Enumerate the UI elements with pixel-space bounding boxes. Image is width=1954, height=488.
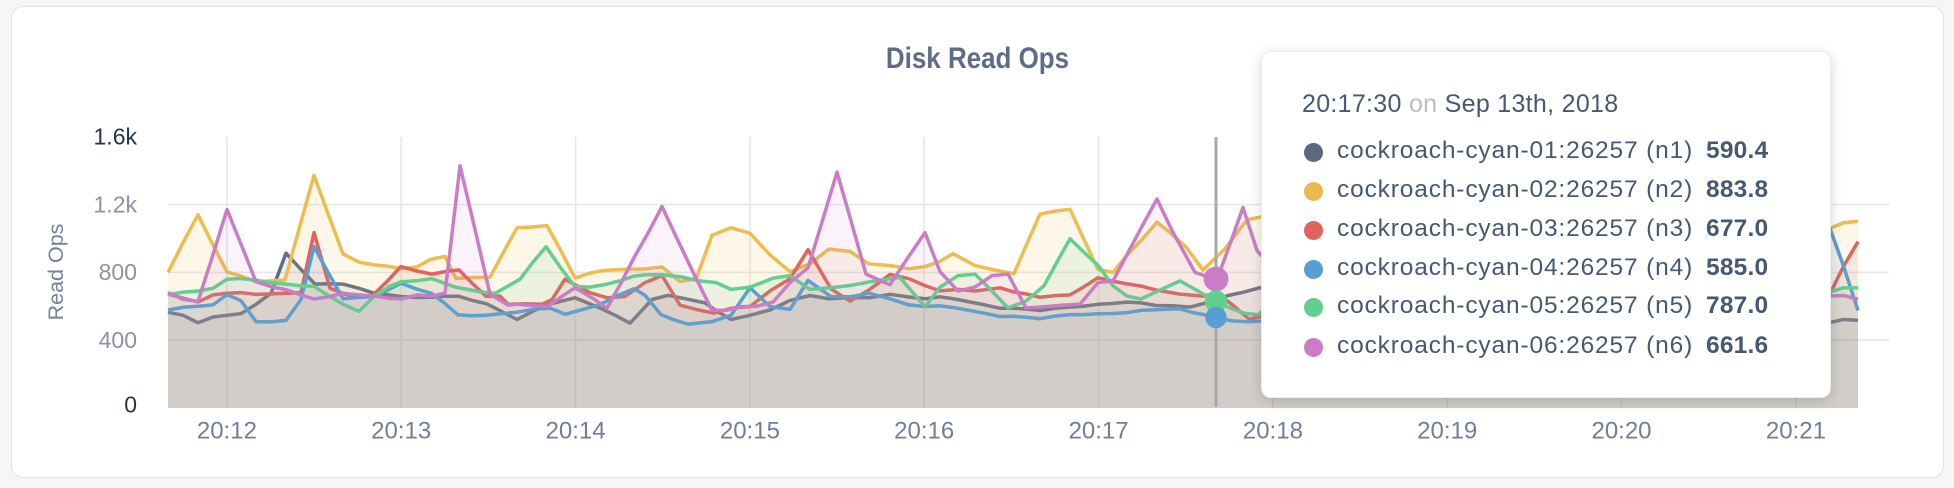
svg-text:20:12: 20:12 bbox=[197, 418, 257, 445]
svg-text:Read Ops: Read Ops bbox=[44, 224, 68, 321]
svg-text:1.2k: 1.2k bbox=[94, 191, 138, 217]
svg-text:800: 800 bbox=[99, 259, 137, 285]
svg-text:20:17: 20:17 bbox=[1069, 418, 1129, 445]
svg-text:20:14: 20:14 bbox=[546, 418, 606, 445]
svg-text:20:15: 20:15 bbox=[720, 418, 780, 445]
svg-text:20:18: 20:18 bbox=[1243, 418, 1303, 445]
svg-text:0: 0 bbox=[124, 392, 137, 418]
svg-text:20:13: 20:13 bbox=[371, 418, 431, 445]
svg-text:20:16: 20:16 bbox=[894, 418, 954, 445]
svg-text:1.6k: 1.6k bbox=[94, 124, 138, 150]
svg-text:400: 400 bbox=[99, 327, 137, 353]
svg-text:20:21: 20:21 bbox=[1766, 418, 1826, 445]
svg-text:20:20: 20:20 bbox=[1591, 418, 1651, 445]
svg-text:20:19: 20:19 bbox=[1417, 418, 1477, 445]
